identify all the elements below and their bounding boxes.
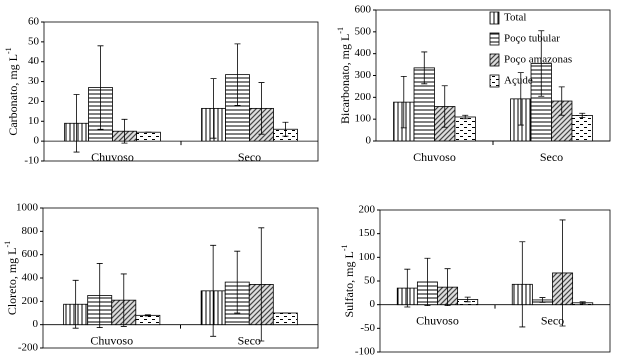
y-tick-label: 200: [22, 295, 39, 307]
error-bar: [444, 268, 451, 307]
error-bar: [404, 268, 411, 308]
y-axis-label-text: Bicarbonato, mg L: [338, 34, 352, 124]
error-bar: [579, 112, 586, 119]
error-bar: [538, 30, 545, 97]
y-tick-label: 0: [34, 135, 40, 147]
y-axis-label: Sulfato, mg L-1: [340, 245, 356, 318]
y-tick-label: 0: [370, 298, 376, 310]
y-tick-label: 800: [22, 225, 39, 237]
y-tick-label: 30: [28, 75, 40, 87]
x-category-label: Seco: [540, 150, 563, 164]
x-category-label: Chuvoso: [91, 150, 134, 164]
y-tick-label: 40: [28, 55, 40, 67]
y-tick-label: 0: [33, 318, 39, 330]
y-tick-label: 300: [355, 69, 372, 81]
error-bar: [400, 75, 407, 129]
y-tick-label: 50: [364, 275, 376, 287]
y-tick-label: 400: [22, 272, 39, 284]
x-category-label: Chuvoso: [416, 313, 459, 327]
y-axis-label-exponent: -1: [336, 27, 345, 34]
bar: [272, 312, 298, 326]
error-bar: [144, 314, 151, 317]
y-tick-label: -10: [24, 155, 39, 167]
y-axis-label-exponent: -1: [3, 241, 12, 248]
error-bar: [558, 86, 565, 116]
error-bar: [464, 296, 471, 303]
error-bar: [441, 85, 448, 128]
y-tick-label: 150: [359, 227, 376, 239]
x-category-label: Chuvoso: [90, 333, 133, 347]
y-tick-label: 600: [22, 248, 39, 260]
y-tick-label: 100: [359, 251, 376, 263]
y-tick-label: 500: [355, 25, 372, 37]
x-category-label: Seco: [238, 150, 261, 164]
error-bar: [210, 244, 217, 337]
y-tick-label: 200: [355, 91, 372, 103]
y-tick-label: 0: [366, 135, 372, 147]
bar: [136, 131, 161, 142]
error-bar: [421, 51, 428, 85]
y-axis-label: Cloreto, mg L-1: [3, 241, 19, 315]
chart-panel: -100 -50 0 50 100 150 200 Sulfato, mg L-1 Chuvos…: [340, 204, 611, 356]
legend-label: Poço amazonas: [504, 54, 572, 66]
x-category-label: Chuvoso: [413, 150, 456, 164]
legend-swatch: [489, 74, 500, 88]
legend-swatch: [489, 32, 500, 46]
legend-label: Poço tubular: [504, 33, 560, 45]
y-tick-label: 600: [355, 4, 372, 16]
error-bar: [121, 118, 128, 144]
y-axis-label: Bicarbonato, mg L-1: [336, 27, 352, 124]
error-bar: [210, 78, 217, 139]
y-tick-label: 100: [355, 113, 372, 125]
error-bar: [234, 250, 241, 314]
y-tick-label: 10: [28, 115, 40, 127]
bar: [135, 314, 161, 326]
bar: [454, 116, 476, 142]
y-axis-label: Carbonato, mg L-1: [4, 47, 20, 135]
error-bar: [97, 45, 104, 130]
x-category-label: Seco: [541, 313, 564, 327]
y-axis-label-exponent: -1: [340, 245, 349, 252]
y-tick-label: 1000: [16, 202, 39, 214]
y-tick-label: 50: [28, 35, 40, 47]
error-bar: [120, 273, 127, 327]
error-bar: [72, 279, 79, 329]
legend-swatch: [489, 53, 500, 67]
plot-frame: [379, 209, 611, 353]
error-bar: [258, 82, 265, 135]
error-bar: [282, 121, 289, 137]
error-bar: [462, 114, 469, 120]
error-bar: [258, 227, 265, 342]
x-category-label: Seco: [238, 333, 261, 347]
plot-frame: [43, 21, 319, 162]
y-axis-label-exponent: -1: [4, 47, 13, 54]
legend-swatch: [489, 11, 500, 25]
legend-label: Açude: [504, 75, 533, 87]
chart-panel: -200 0 200 400 600 800 1000 Cloreto, mg L-1 Chuv…: [3, 202, 319, 354]
error-bar: [579, 301, 586, 305]
y-axis-label-text: Cloreto, mg L: [5, 248, 19, 316]
y-tick-label: -50: [360, 322, 375, 334]
y-axis-label-text: Carbonato, mg L: [6, 54, 20, 136]
error-bar: [539, 297, 546, 303]
error-bar: [96, 263, 103, 328]
error-bar: [73, 94, 80, 153]
y-tick-label: 200: [359, 204, 376, 216]
y-tick-label: 400: [355, 47, 372, 59]
y-tick-label: -100: [355, 346, 376, 356]
y-tick-label: 60: [28, 16, 40, 28]
chart-panel: -10 0 10 20 30 40 50 60 Carbonato, mg L-1 Chuvoso…: [4, 16, 319, 167]
error-bar: [424, 257, 431, 307]
error-bar: [517, 72, 524, 126]
y-tick-label: 20: [28, 95, 40, 107]
error-bar: [519, 241, 526, 328]
y-axis-label-text: Sulfato, mg L: [342, 251, 356, 317]
error-bar: [559, 219, 566, 327]
y-tick-label: -200: [18, 342, 39, 354]
bar: [571, 115, 593, 142]
error-bar: [234, 43, 241, 106]
legend-label: Total: [504, 12, 526, 24]
